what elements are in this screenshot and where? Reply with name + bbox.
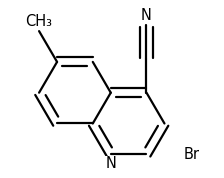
Text: N: N bbox=[141, 8, 152, 23]
Text: CH₃: CH₃ bbox=[26, 14, 53, 29]
Text: Br: Br bbox=[183, 147, 199, 162]
Text: N: N bbox=[105, 156, 116, 171]
